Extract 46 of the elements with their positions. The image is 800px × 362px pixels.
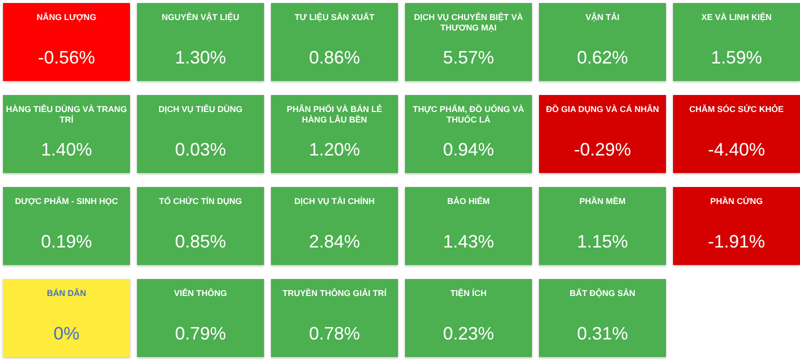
data-label: 0.31% (576, 323, 628, 344)
data-label: -1.91% (708, 231, 766, 252)
category-label: NĂNG LƯỢNG (36, 12, 97, 22)
category-label: TƯ LIỆU SẢN XUẤT (294, 12, 376, 22)
category-label: TIỆN ÍCH (450, 288, 487, 298)
category-label: DƯỢC PHẨM - SINH HỌC (14, 196, 118, 206)
category-label: DỊCH VỤ CHUYÊN BIỆT VÀ THƯƠNG MẠI (414, 12, 524, 33)
data-label: -0.56% (38, 47, 96, 68)
category-label: PHẦN MỀM (579, 196, 626, 206)
category-label: DỊCH VỤ TÀI CHÍNH (294, 196, 375, 206)
category-label: VIỄN THÔNG (174, 288, 228, 298)
category-label: NGUYÊN VẬT LIỆU (162, 12, 240, 22)
data-label: -0.29% (574, 139, 632, 160)
data-label: 0.79% (174, 323, 226, 344)
category-label: BÁN DẪN (46, 288, 86, 298)
data-label: 0.86% (308, 47, 360, 68)
data-label: 1.30% (174, 47, 226, 68)
data-label: 1.59% (710, 47, 762, 68)
category-label: TỔ CHỨC TÍN DỤNG (158, 196, 242, 206)
data-label: 1.15% (576, 231, 628, 252)
category-label: DỊCH VỤ TIÊU DÙNG (158, 104, 243, 114)
data-label: 0.62% (576, 47, 628, 68)
data-label: 2.84% (308, 231, 360, 252)
category-label: CHĂM SÓC SỨC KHỎE (689, 104, 784, 114)
data-label: 0.03% (174, 139, 226, 160)
data-label: 1.43% (442, 231, 494, 252)
category-label: ĐỒ GIA DỤNG VÀ CÁ NHÂN (546, 104, 660, 114)
category-label: VẬN TẢI (586, 12, 620, 22)
data-label: 1.40% (40, 139, 92, 160)
data-label: -4.40% (708, 139, 766, 160)
category-label: HÀNG TIÊU DÙNG VÀ TRANG TRÍ (6, 104, 128, 125)
data-label: 0.85% (174, 231, 226, 252)
category-label: THỰC PHẨM, ĐỒ UỐNG VÀ THUỐC LÁ (412, 104, 524, 125)
data-label: 1.20% (308, 139, 360, 160)
category-label: PHẦN CỨNG (710, 196, 764, 206)
data-label: 0.23% (442, 323, 494, 344)
data-label: 0.78% (308, 323, 360, 344)
category-label: PHÂN PHỐI VÀ BÁN LẺ HÀNG LÂU BỀN (286, 104, 383, 125)
data-label: 0.94% (442, 139, 494, 160)
data-label: 0.19% (40, 231, 92, 252)
data-label: 0% (53, 323, 80, 344)
category-label: TRUYỀN THÔNG GIẢI TRÍ (282, 288, 388, 298)
category-label: BẢO HIỂM (447, 196, 490, 206)
category-label: BẤT ĐỘNG SẢN (570, 288, 636, 298)
data-label: 5.57% (442, 47, 494, 68)
category-label: XE VÀ LINH KIỆN (701, 12, 772, 22)
